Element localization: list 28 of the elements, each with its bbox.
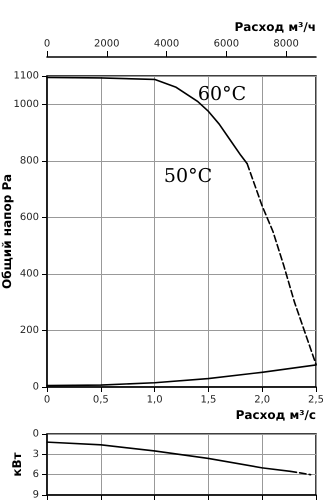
y-tick-label: 9	[32, 490, 39, 500]
x2-tick-label: 0	[44, 38, 50, 50]
y-tick-label: 1000	[14, 98, 39, 110]
annotation: 60°C	[198, 83, 246, 105]
y-tick-label: 800	[20, 155, 39, 166]
annotation: 50°C	[164, 165, 212, 187]
x-axis-title: Расход м³/с	[236, 408, 316, 422]
y-axis-title: кВт	[10, 452, 24, 477]
y-tick-label: 400	[20, 268, 39, 280]
x2-axis-title: Расход м³/ч	[234, 20, 316, 34]
x-tick-label: 2,5	[308, 394, 323, 406]
x2-tick-label: 4000	[154, 38, 180, 50]
x-tick-label: 0,5	[92, 394, 109, 406]
x2-tick-label: 6000	[214, 38, 240, 50]
y-tick-label: 0	[32, 382, 39, 392]
y-tick-label: 600	[20, 212, 39, 223]
x2-tick-label: 8000	[273, 38, 299, 50]
x-tick-label: 2,0	[254, 394, 270, 406]
y-tick-label: 200	[20, 324, 39, 336]
y-tick-label: 0	[32, 428, 39, 440]
x2-tick-label: 2000	[94, 38, 120, 50]
x-tick-label: 0	[44, 394, 50, 406]
x-tick-label: 1,0	[146, 394, 163, 406]
y-tick-label: 6	[32, 469, 39, 480]
y-axis-title: Общий напор Pa	[0, 174, 14, 290]
y-tick-label: 1100	[14, 70, 39, 82]
y-tick-label: 3	[32, 448, 39, 460]
x-tick-label: 1,5	[200, 394, 216, 406]
